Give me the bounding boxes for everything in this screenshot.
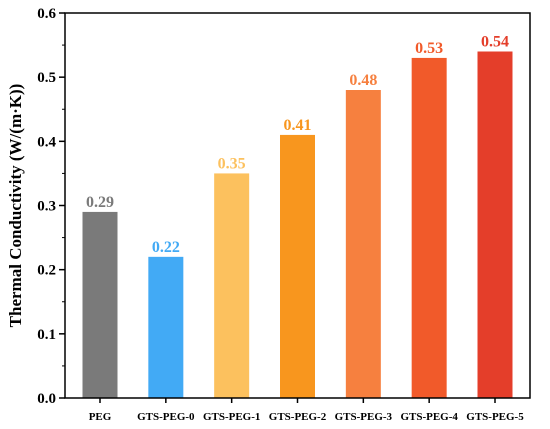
y-tick-label: 0.4 [37,134,56,150]
data-label: 0.41 [284,117,312,134]
y-axis-title: Thermal Conductivity (W/(m·K)) [6,84,25,328]
x-axis: PEG GTS-PEG-0 GTS-PEG-1 GTS-PEG-2 GTS-PEG-3 G… [89,398,524,423]
x-tick-label: GTS-PEG-4 [400,411,458,423]
data-label: 0.54 [481,34,509,51]
data-label: 0.22 [152,239,180,256]
plot-frame [64,12,531,399]
y-axis: 0.0 0.1 0.2 0.3 0.4 0.5 0.6 [37,6,65,407]
x-tick-label: PEG [89,411,112,423]
bar-gts-peg-4 [411,57,447,399]
data-labels-group: 0.29 0.22 0.35 0.41 0.48 0.53 0.54 [86,34,509,256]
bar-gts-peg-0 [148,256,184,398]
data-label: 0.53 [415,40,443,57]
y-tick-label: 0.5 [37,70,56,86]
bar-gts-peg-3 [345,90,381,398]
data-label: 0.29 [86,194,114,211]
x-tick-label: GTS-PEG-1 [203,411,260,423]
bar-peg [82,211,118,398]
bar-gts-peg-1 [214,173,250,398]
y-tick-label: 0.0 [37,391,56,407]
y-tick-label: 0.1 [37,327,56,343]
x-tick-label: GTS-PEG-2 [269,411,327,423]
x-tick-label: GTS-PEG-5 [466,411,524,423]
data-label: 0.35 [218,155,246,172]
x-tick-label: GTS-PEG-3 [335,411,393,423]
data-label: 0.48 [349,72,377,89]
bar-gts-peg-2 [280,134,315,398]
bars-group [82,51,513,399]
bar-gts-peg-5 [477,51,513,398]
y-tick-label: 0.2 [37,263,56,279]
x-tick-label: GTS-PEG-0 [137,411,195,423]
y-tick-label: 0.6 [37,6,56,22]
y-tick-label: 0.3 [37,199,56,215]
